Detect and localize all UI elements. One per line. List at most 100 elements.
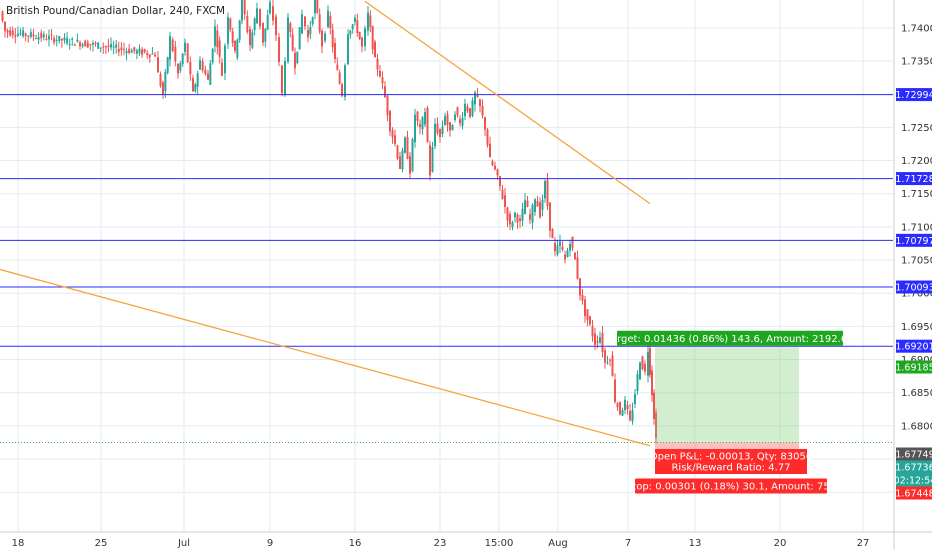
candle-body [204,69,207,75]
candle-body [429,145,431,176]
candle-body [653,392,655,420]
x-tick-label: 23 [434,538,447,549]
candle-body [125,51,128,54]
candle-body [389,111,391,132]
target-label: Target: 0.01436 (0.86%) 143.6, Amount: 2… [606,334,854,345]
candle-body [464,103,466,117]
candle-body [446,114,449,125]
price-tag-bg [896,460,932,474]
candle-body [269,2,271,14]
x-tick-label: Jul [177,538,190,549]
candle-body [421,117,424,130]
candle-body [411,138,414,172]
candle-body [655,412,657,439]
candle-body [63,37,66,41]
candle-body [236,39,239,58]
candle-body [55,40,58,42]
candle-body [514,212,516,218]
candle-body [454,114,456,121]
candle-body [526,200,529,207]
candle-body [284,60,286,96]
x-tick-label: 9 [267,538,273,549]
candle-body [294,52,296,69]
candle-body [481,106,484,116]
candle-body [110,43,113,48]
candle-body [151,53,154,55]
pnl-box-bg [655,449,807,474]
candle-body [596,341,599,343]
x-tick-label: 13 [689,538,702,549]
candle-body [629,410,631,420]
candle-body [471,100,474,116]
price-tag: 1.67736 [895,463,932,474]
candle-body [621,410,624,416]
candle-body [647,352,649,376]
candle-body [29,32,32,37]
candle-body [611,355,614,377]
candle-body [486,129,489,146]
candle-body [416,111,419,121]
candle-body [289,23,292,33]
candle-body [396,145,399,159]
candle-body [135,50,138,54]
trendline [0,268,651,447]
candle-body [84,40,87,47]
candle-body [130,50,133,53]
candle-body [476,94,479,98]
y-tick-label: 1.72000 [901,156,932,167]
candle-body [11,30,14,36]
candle-body [272,6,274,21]
candle-body [143,49,146,53]
candle-body [581,295,584,301]
candle-body [479,99,481,107]
candle-body [358,32,361,40]
price-tag: 1.67448 [895,489,932,500]
candle-body [94,43,97,45]
pnl-label: Open P&L: -0.00013, Qty: 83056 [650,452,813,463]
candle-body [209,63,212,85]
risk-reward-label: Risk/Reward Ratio: 4.77 [671,463,790,474]
candle-body [157,57,159,73]
candle-body [594,333,596,346]
price-tag-bg [896,172,932,186]
candle-body [524,200,526,215]
candle-body [243,0,246,15]
candle-body [9,30,12,36]
candle-body [404,137,406,153]
candle-body [444,116,446,125]
candle-body [338,72,341,84]
candle-body [291,34,294,51]
candle-body [327,10,329,27]
candle-body [309,27,312,35]
x-tick-label: Aug [548,538,568,549]
target-label-bg [617,330,843,346]
candle-body [364,28,366,47]
candle-body [45,39,48,41]
price-tag: 1.67749 [895,450,932,461]
candle-body [32,34,35,37]
candle-body [27,35,30,37]
candle-body [174,46,177,62]
candle-body [499,176,501,187]
candle-body [369,15,372,28]
candle-body [171,39,174,52]
candle-body [246,15,249,33]
candle-body [409,156,411,174]
candle-body [224,45,226,74]
target-zone [655,347,799,443]
candle-body [154,54,156,57]
candle-body [281,65,283,94]
candle-body [47,35,50,40]
candle-body [117,48,120,53]
candle-body [53,37,56,43]
candle-body [334,42,336,60]
candle-body [227,17,229,44]
candle-body [275,16,277,36]
candle-body [251,32,254,48]
candle-body [631,409,634,422]
candle-body [207,73,209,80]
candle-body [324,33,326,41]
candle-body [574,252,576,260]
